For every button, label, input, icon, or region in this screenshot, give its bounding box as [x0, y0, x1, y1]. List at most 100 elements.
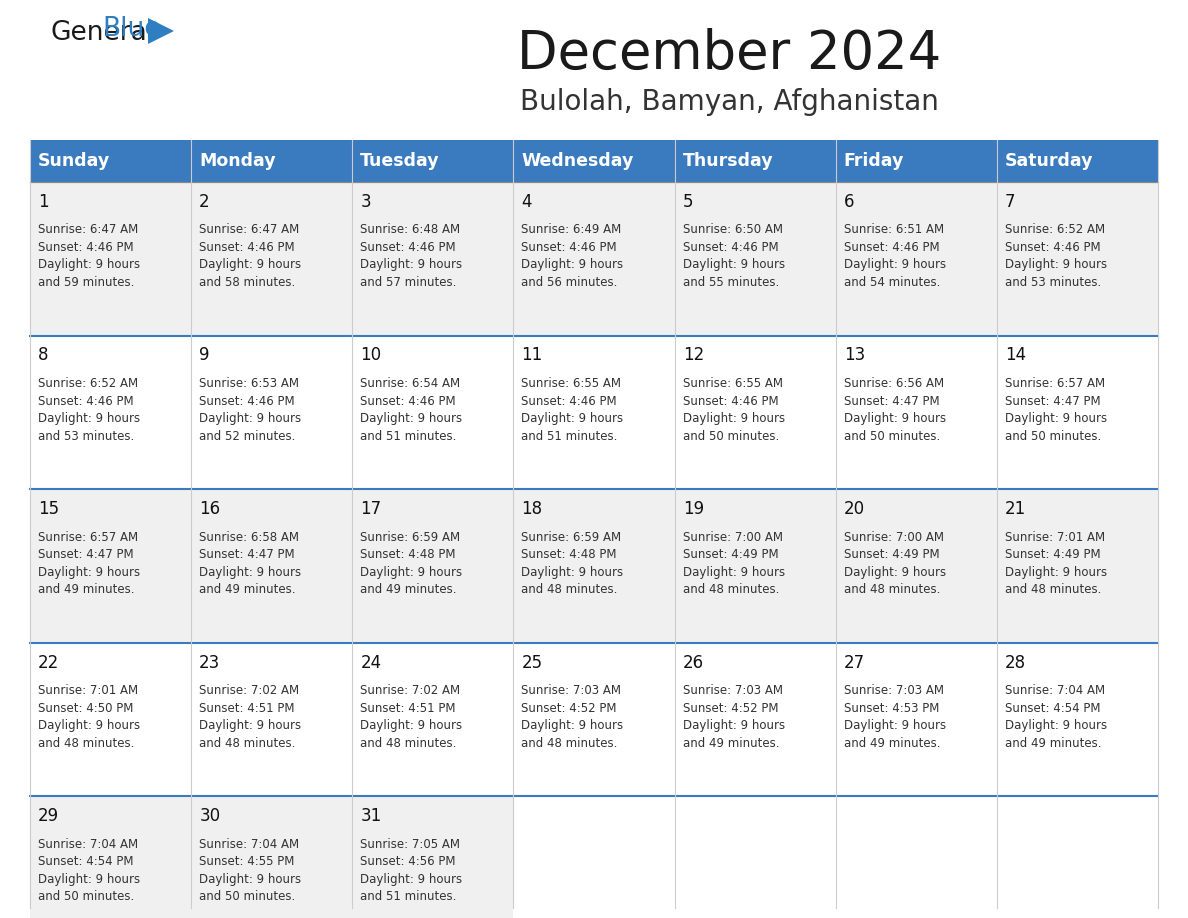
Text: Sunrise: 7:02 AM
Sunset: 4:51 PM
Daylight: 9 hours
and 48 minutes.: Sunrise: 7:02 AM Sunset: 4:51 PM Dayligh…	[200, 684, 302, 750]
Text: 24: 24	[360, 654, 381, 672]
Text: 22: 22	[38, 654, 59, 672]
Bar	[513, 182, 675, 336]
Text: Sunrise: 6:51 AM
Sunset: 4:46 PM
Daylight: 9 hours
and 54 minutes.: Sunrise: 6:51 AM Sunset: 4:46 PM Dayligh…	[843, 223, 946, 289]
Bar	[513, 140, 675, 182]
Text: Sunrise: 7:04 AM
Sunset: 4:54 PM
Daylight: 9 hours
and 50 minutes.: Sunrise: 7:04 AM Sunset: 4:54 PM Dayligh…	[38, 838, 140, 903]
Bar	[191, 336, 353, 489]
Text: 25: 25	[522, 654, 543, 672]
Text: 29: 29	[38, 807, 59, 825]
Bar	[513, 336, 675, 489]
Bar	[675, 182, 835, 336]
Text: Wednesday: Wednesday	[522, 152, 634, 170]
Text: 30: 30	[200, 807, 220, 825]
Text: Sunrise: 6:56 AM
Sunset: 4:47 PM
Daylight: 9 hours
and 50 minutes.: Sunrise: 6:56 AM Sunset: 4:47 PM Dayligh…	[843, 377, 946, 442]
Text: December 2024: December 2024	[517, 28, 941, 80]
Bar	[30, 140, 191, 182]
Bar	[353, 797, 513, 918]
Bar	[835, 336, 997, 489]
Bar	[191, 182, 353, 336]
Text: 27: 27	[843, 654, 865, 672]
Text: Sunrise: 6:57 AM
Sunset: 4:47 PM
Daylight: 9 hours
and 50 minutes.: Sunrise: 6:57 AM Sunset: 4:47 PM Dayligh…	[1005, 377, 1107, 442]
Bar	[191, 489, 353, 643]
Bar	[835, 182, 997, 336]
Bar	[835, 489, 997, 643]
Bar	[513, 643, 675, 797]
Bar	[353, 182, 513, 336]
Text: Sunrise: 6:55 AM
Sunset: 4:46 PM
Daylight: 9 hours
and 50 minutes.: Sunrise: 6:55 AM Sunset: 4:46 PM Dayligh…	[683, 377, 785, 442]
Bar	[997, 336, 1158, 489]
Text: Sunrise: 7:00 AM
Sunset: 4:49 PM
Daylight: 9 hours
and 48 minutes.: Sunrise: 7:00 AM Sunset: 4:49 PM Dayligh…	[683, 531, 785, 596]
Bar	[997, 643, 1158, 797]
Text: 28: 28	[1005, 654, 1026, 672]
Text: Sunrise: 7:02 AM
Sunset: 4:51 PM
Daylight: 9 hours
and 48 minutes.: Sunrise: 7:02 AM Sunset: 4:51 PM Dayligh…	[360, 684, 462, 750]
Text: Monday: Monday	[200, 152, 276, 170]
Text: Sunrise: 6:48 AM
Sunset: 4:46 PM
Daylight: 9 hours
and 57 minutes.: Sunrise: 6:48 AM Sunset: 4:46 PM Dayligh…	[360, 223, 462, 289]
Text: 5: 5	[683, 193, 693, 211]
Bar	[191, 797, 353, 918]
Text: 19: 19	[683, 500, 703, 518]
Text: Sunrise: 7:03 AM
Sunset: 4:53 PM
Daylight: 9 hours
and 49 minutes.: Sunrise: 7:03 AM Sunset: 4:53 PM Dayligh…	[843, 684, 946, 750]
Bar	[675, 336, 835, 489]
Bar	[997, 140, 1158, 182]
Text: Sunrise: 6:47 AM
Sunset: 4:46 PM
Daylight: 9 hours
and 58 minutes.: Sunrise: 6:47 AM Sunset: 4:46 PM Dayligh…	[200, 223, 302, 289]
Bar	[30, 182, 191, 336]
Text: 4: 4	[522, 193, 532, 211]
Text: 3: 3	[360, 193, 371, 211]
Bar	[353, 643, 513, 797]
Text: Sunrise: 6:59 AM
Sunset: 4:48 PM
Daylight: 9 hours
and 48 minutes.: Sunrise: 6:59 AM Sunset: 4:48 PM Dayligh…	[522, 531, 624, 596]
Text: Sunrise: 6:52 AM
Sunset: 4:46 PM
Daylight: 9 hours
and 53 minutes.: Sunrise: 6:52 AM Sunset: 4:46 PM Dayligh…	[38, 377, 140, 442]
Text: Sunrise: 6:50 AM
Sunset: 4:46 PM
Daylight: 9 hours
and 55 minutes.: Sunrise: 6:50 AM Sunset: 4:46 PM Dayligh…	[683, 223, 785, 289]
Bar	[353, 336, 513, 489]
Text: 18: 18	[522, 500, 543, 518]
Text: Sunrise: 6:49 AM
Sunset: 4:46 PM
Daylight: 9 hours
and 56 minutes.: Sunrise: 6:49 AM Sunset: 4:46 PM Dayligh…	[522, 223, 624, 289]
Text: 15: 15	[38, 500, 59, 518]
Text: Sunday: Sunday	[38, 152, 110, 170]
Text: Sunrise: 6:59 AM
Sunset: 4:48 PM
Daylight: 9 hours
and 49 minutes.: Sunrise: 6:59 AM Sunset: 4:48 PM Dayligh…	[360, 531, 462, 596]
Bar	[30, 336, 191, 489]
Text: 11: 11	[522, 346, 543, 364]
Text: 14: 14	[1005, 346, 1026, 364]
Bar	[30, 797, 191, 918]
Bar	[353, 489, 513, 643]
Polygon shape	[148, 18, 173, 44]
Bar	[997, 182, 1158, 336]
Text: Sunrise: 7:05 AM
Sunset: 4:56 PM
Daylight: 9 hours
and 51 minutes.: Sunrise: 7:05 AM Sunset: 4:56 PM Dayligh…	[360, 838, 462, 903]
Bar	[675, 643, 835, 797]
Text: 9: 9	[200, 346, 210, 364]
Text: Sunrise: 6:52 AM
Sunset: 4:46 PM
Daylight: 9 hours
and 53 minutes.: Sunrise: 6:52 AM Sunset: 4:46 PM Dayligh…	[1005, 223, 1107, 289]
Bar	[353, 140, 513, 182]
Bar	[30, 643, 191, 797]
Text: 2: 2	[200, 193, 210, 211]
Text: Sunrise: 6:54 AM
Sunset: 4:46 PM
Daylight: 9 hours
and 51 minutes.: Sunrise: 6:54 AM Sunset: 4:46 PM Dayligh…	[360, 377, 462, 442]
Bar	[191, 643, 353, 797]
Text: Friday: Friday	[843, 152, 904, 170]
Text: 17: 17	[360, 500, 381, 518]
Text: Saturday: Saturday	[1005, 152, 1093, 170]
Text: Sunrise: 7:01 AM
Sunset: 4:49 PM
Daylight: 9 hours
and 48 minutes.: Sunrise: 7:01 AM Sunset: 4:49 PM Dayligh…	[1005, 531, 1107, 596]
Text: 23: 23	[200, 654, 221, 672]
Text: 6: 6	[843, 193, 854, 211]
Text: Thursday: Thursday	[683, 152, 773, 170]
Text: 1: 1	[38, 193, 49, 211]
Text: Sunrise: 6:47 AM
Sunset: 4:46 PM
Daylight: 9 hours
and 59 minutes.: Sunrise: 6:47 AM Sunset: 4:46 PM Dayligh…	[38, 223, 140, 289]
Text: 7: 7	[1005, 193, 1016, 211]
Text: Sunrise: 7:01 AM
Sunset: 4:50 PM
Daylight: 9 hours
and 48 minutes.: Sunrise: 7:01 AM Sunset: 4:50 PM Dayligh…	[38, 684, 140, 750]
Text: Blue: Blue	[102, 16, 160, 42]
Bar	[675, 489, 835, 643]
Text: Bulolah, Bamyan, Afghanistan: Bulolah, Bamyan, Afghanistan	[520, 88, 939, 116]
Text: Sunrise: 7:03 AM
Sunset: 4:52 PM
Daylight: 9 hours
and 49 minutes.: Sunrise: 7:03 AM Sunset: 4:52 PM Dayligh…	[683, 684, 785, 750]
Text: 26: 26	[683, 654, 703, 672]
Text: Sunrise: 6:58 AM
Sunset: 4:47 PM
Daylight: 9 hours
and 49 minutes.: Sunrise: 6:58 AM Sunset: 4:47 PM Dayligh…	[200, 531, 302, 596]
Text: Sunrise: 6:57 AM
Sunset: 4:47 PM
Daylight: 9 hours
and 49 minutes.: Sunrise: 6:57 AM Sunset: 4:47 PM Dayligh…	[38, 531, 140, 596]
Text: Sunrise: 7:04 AM
Sunset: 4:55 PM
Daylight: 9 hours
and 50 minutes.: Sunrise: 7:04 AM Sunset: 4:55 PM Dayligh…	[200, 838, 302, 903]
Text: 13: 13	[843, 346, 865, 364]
Bar	[835, 643, 997, 797]
Text: General: General	[50, 20, 154, 46]
Bar	[513, 489, 675, 643]
Text: Tuesday: Tuesday	[360, 152, 440, 170]
Text: 20: 20	[843, 500, 865, 518]
Text: 8: 8	[38, 346, 49, 364]
Bar	[835, 140, 997, 182]
Text: 31: 31	[360, 807, 381, 825]
Text: Sunrise: 7:04 AM
Sunset: 4:54 PM
Daylight: 9 hours
and 49 minutes.: Sunrise: 7:04 AM Sunset: 4:54 PM Dayligh…	[1005, 684, 1107, 750]
